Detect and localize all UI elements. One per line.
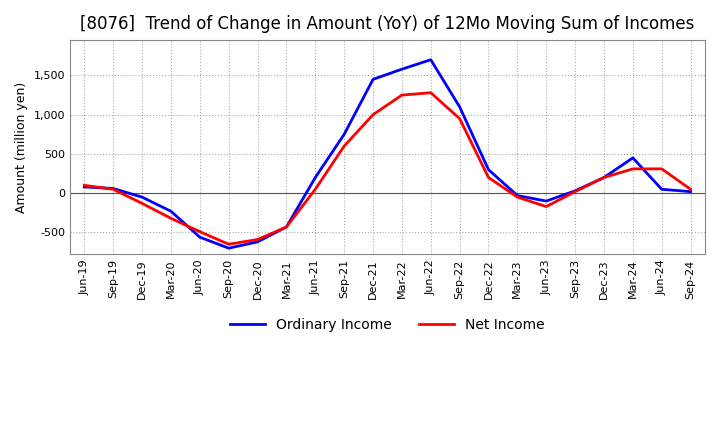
Ordinary Income bbox=[109, 186, 117, 191]
Net Income bbox=[196, 229, 204, 235]
Net Income bbox=[629, 166, 637, 172]
Net Income bbox=[311, 187, 320, 192]
Ordinary Income bbox=[600, 175, 608, 180]
Ordinary Income bbox=[397, 66, 406, 72]
Ordinary Income bbox=[513, 193, 522, 198]
Ordinary Income bbox=[686, 189, 695, 194]
Line: Ordinary Income: Ordinary Income bbox=[84, 60, 690, 248]
Ordinary Income bbox=[542, 198, 551, 204]
Legend: Ordinary Income, Net Income: Ordinary Income, Net Income bbox=[225, 312, 550, 337]
Ordinary Income bbox=[253, 239, 262, 245]
Ordinary Income bbox=[455, 104, 464, 110]
Ordinary Income bbox=[484, 167, 492, 172]
Net Income bbox=[455, 116, 464, 121]
Ordinary Income bbox=[311, 175, 320, 180]
Net Income bbox=[225, 242, 233, 247]
Net Income bbox=[571, 189, 580, 194]
Ordinary Income bbox=[138, 194, 146, 200]
Ordinary Income bbox=[629, 155, 637, 161]
Ordinary Income bbox=[225, 246, 233, 251]
Net Income bbox=[80, 183, 89, 188]
Net Income bbox=[513, 194, 522, 200]
Ordinary Income bbox=[369, 77, 377, 82]
Ordinary Income bbox=[166, 209, 175, 214]
Y-axis label: Amount (million yen): Amount (million yen) bbox=[15, 82, 28, 213]
Line: Net Income: Net Income bbox=[84, 93, 690, 244]
Ordinary Income bbox=[282, 224, 291, 230]
Title: [8076]  Trend of Change in Amount (YoY) of 12Mo Moving Sum of Incomes: [8076] Trend of Change in Amount (YoY) o… bbox=[80, 15, 695, 33]
Net Income bbox=[600, 175, 608, 180]
Net Income bbox=[166, 216, 175, 221]
Net Income bbox=[138, 201, 146, 206]
Ordinary Income bbox=[571, 188, 580, 194]
Ordinary Income bbox=[340, 132, 348, 137]
Net Income bbox=[657, 166, 666, 172]
Net Income bbox=[253, 237, 262, 242]
Ordinary Income bbox=[426, 57, 435, 62]
Ordinary Income bbox=[80, 184, 89, 190]
Net Income bbox=[542, 204, 551, 209]
Net Income bbox=[397, 92, 406, 98]
Ordinary Income bbox=[657, 187, 666, 192]
Net Income bbox=[686, 187, 695, 192]
Net Income bbox=[340, 143, 348, 149]
Net Income bbox=[282, 224, 291, 230]
Ordinary Income bbox=[196, 235, 204, 240]
Net Income bbox=[369, 112, 377, 117]
Net Income bbox=[484, 175, 492, 180]
Net Income bbox=[109, 187, 117, 192]
Net Income bbox=[426, 90, 435, 95]
